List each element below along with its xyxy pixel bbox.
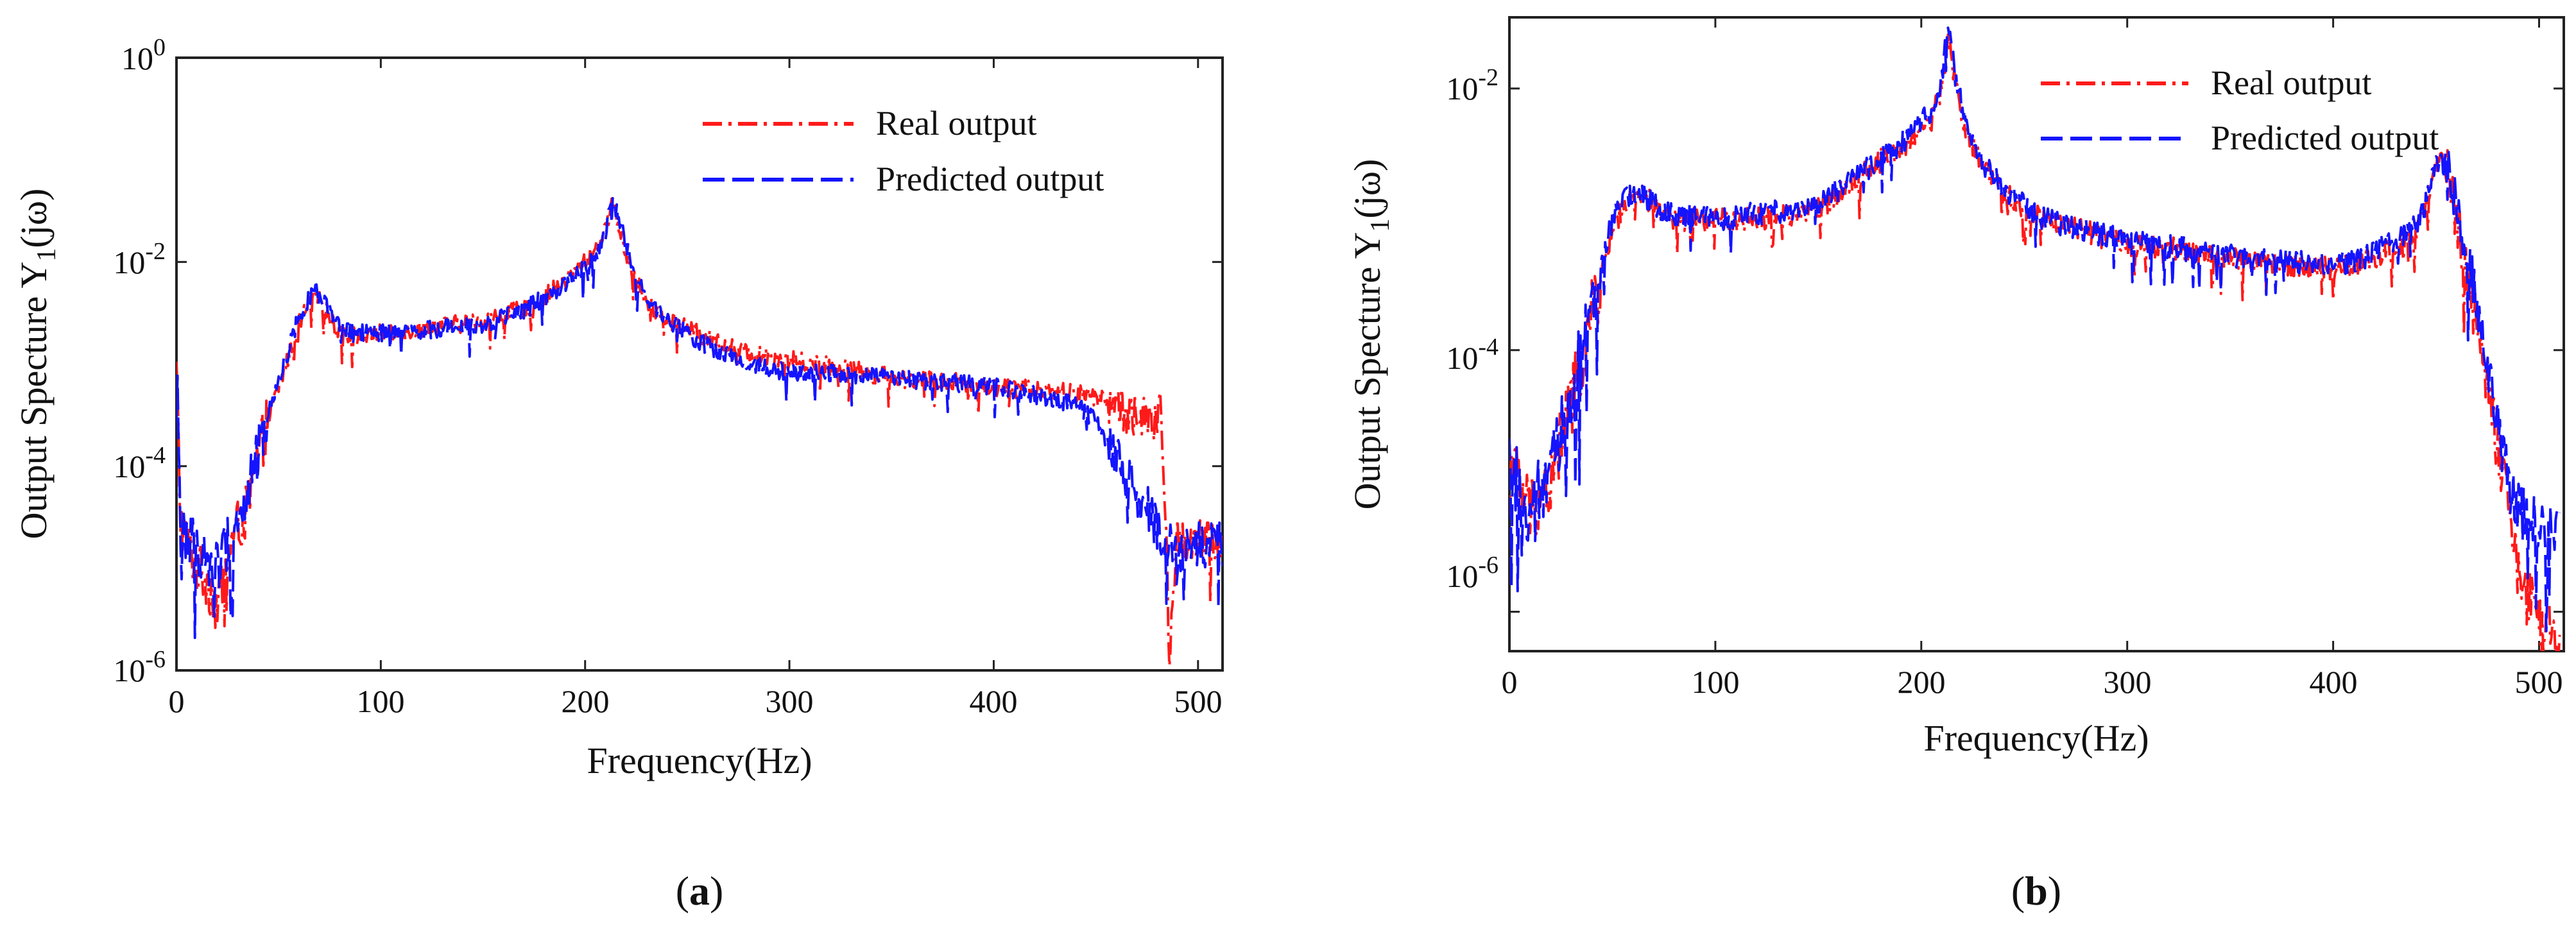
panel-a-xtick-label-300: 300: [766, 683, 814, 719]
panel-b-legend-label-real: Real output: [2211, 64, 2371, 102]
panel-b-ytick-label-1e-2: 10-2: [1446, 64, 1498, 106]
panel-b-xtick-label-300: 300: [2104, 664, 2152, 700]
panel-a: 0 100 200 300 400 500 10-6 10-4 10-2 100…: [13, 34, 1224, 914]
panel-a-label-open: (: [676, 868, 689, 914]
panel-a-ticks: [175, 56, 1223, 672]
panel-a-ytick-base-1e0: 10: [121, 40, 153, 76]
panel-a-ytick-exp-1e-4: -4: [145, 442, 166, 469]
panel-b-ytick-label-1e-4: 10-4: [1446, 334, 1498, 376]
panel-a-legend-label-real: Real output: [876, 104, 1036, 142]
panel-b-ytick-exp-1e-6: -6: [1478, 552, 1498, 579]
panel-a-y-axis-title: Output Specture Y1(jω): [13, 189, 62, 540]
panel-a-ytick-exp-1e0: 0: [153, 34, 166, 61]
panel-b-ytick-exp-1e-4: -4: [1478, 334, 1498, 361]
panel-b-y-axis-title: Output Specture Y1(jω): [1346, 159, 1395, 510]
panel-a-ytick-exp-1e-6: -6: [145, 646, 166, 673]
panel-b: 0 100 200 300 400 500 10-6 10-4 10-2 Fre…: [1346, 16, 2565, 914]
panel-a-ytick-base-1e-6: 10: [113, 652, 145, 688]
panel-a-label-letter: a: [689, 868, 710, 914]
panel-a-series-group: [176, 197, 1223, 668]
panel-b-label: (b): [2011, 868, 2061, 914]
panel-a-ytick-label-1e-4: 10-4: [113, 442, 166, 484]
panel-a-plot-frame: [175, 56, 1224, 672]
panel-a-ytick-label-1e-2: 10-2: [113, 238, 166, 280]
panel-a-legend-label-predicted: Predicted output: [876, 160, 1104, 198]
panel-b-ylabel-subscript: 1: [1366, 219, 1395, 232]
panel-b-plot-frame: [1508, 16, 2565, 652]
panel-a-label-close: ): [710, 868, 723, 914]
panel-a-ytick-label-1e-6: 10-6: [113, 646, 166, 688]
panel-b-xtick-label-100: 100: [1692, 664, 1740, 700]
panel-b-label-open: (: [2011, 868, 2025, 914]
panel-b-legend-label-predicted: Predicted output: [2211, 119, 2439, 157]
panel-a-ylabel-subscript: 1: [32, 248, 62, 262]
panel-b-series-predicted-output-line: [1509, 26, 2561, 633]
panel-b-label-close: ): [2048, 868, 2061, 914]
panel-b-series-group: [1509, 26, 2561, 651]
panel-b-x-axis-title: Frequency(Hz): [1923, 717, 2149, 759]
panel-a-xtick-label-200: 200: [562, 683, 610, 719]
panel-b-ytick-base-1e-2: 10: [1446, 71, 1478, 106]
panel-a-xtick-label-100: 100: [357, 683, 405, 719]
panel-b-ytick-base-1e-4: 10: [1446, 340, 1478, 376]
panel-a-legend: Real output Predicted output: [703, 104, 1104, 198]
panel-b-ytick-exp-1e-2: -2: [1478, 64, 1498, 91]
panel-a-xtick-label-500: 500: [1174, 683, 1223, 719]
panel-a-ytick-base-1e-4: 10: [113, 448, 145, 484]
panel-b-ylabel-suffix: (jω): [1346, 159, 1388, 219]
panel-a-ylabel-suffix: (jω): [13, 189, 55, 248]
panel-a-xtick-label-400: 400: [970, 683, 1018, 719]
panel-a-ytick-base-1e-2: 10: [113, 244, 145, 280]
panel-b-ytick-base-1e-6: 10: [1446, 558, 1478, 594]
panel-b-label-letter: b: [2025, 868, 2048, 914]
panel-a-label: (a): [676, 868, 724, 914]
panel-b-xtick-label-400: 400: [2310, 664, 2358, 700]
panel-b-ticks: [1508, 17, 2564, 651]
panel-a-series-predicted-output-line: [176, 197, 1223, 640]
panel-a-ylabel-prefix: Output Specture Y: [13, 262, 55, 540]
panel-a-x-axis-title: Frequency(Hz): [587, 740, 812, 781]
panel-b-ylabel-prefix: Output Specture Y: [1346, 232, 1388, 510]
panel-b-xtick-label-500: 500: [2515, 664, 2563, 700]
panel-b-ytick-label-1e-6: 10-6: [1446, 552, 1498, 594]
panel-b-legend: Real output Predicted output: [2041, 64, 2439, 157]
panel-a-ytick-exp-1e-2: -2: [145, 238, 166, 265]
panel-a-xtick-label-0: 0: [169, 683, 185, 719]
panel-b-xtick-label-200: 200: [1898, 664, 1946, 700]
panel-a-ytick-label-1e0: 100: [121, 34, 166, 76]
panel-b-xtick-label-0: 0: [1502, 664, 1518, 700]
